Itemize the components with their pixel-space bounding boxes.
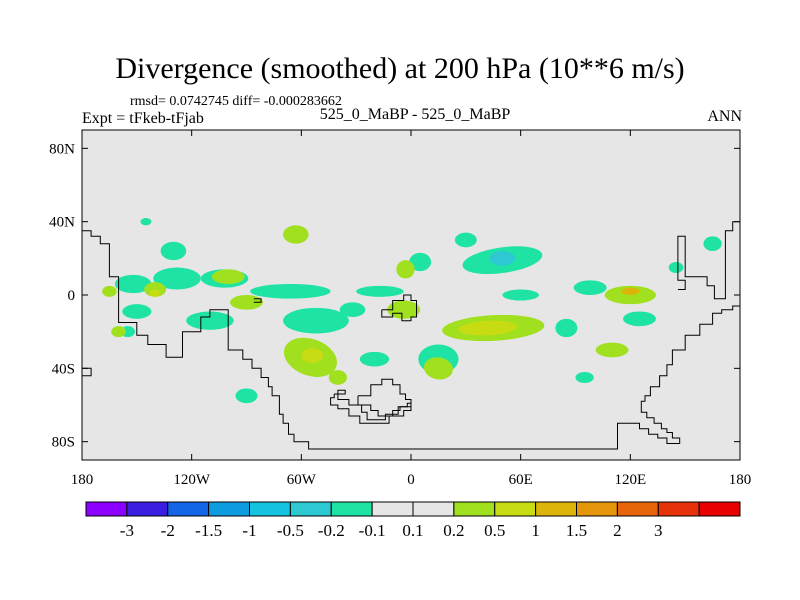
contour-region-neg-0.1: [703, 236, 722, 252]
colorbar-swatch: [167, 501, 210, 517]
colorbar-label: -3: [120, 521, 134, 540]
contour-region-neg-0.1: [160, 241, 187, 261]
contour-region-neg-0.1: [575, 372, 594, 383]
colorbar-swatch: [657, 501, 700, 517]
colorbar-swatch: [576, 501, 618, 517]
contour-region-pos-0.1: [423, 357, 453, 380]
contour-region-pos-0.1: [328, 370, 348, 385]
contour-region-pos-0.2: [149, 289, 161, 297]
colorbar-label: -0.5: [277, 521, 304, 540]
contour-region-neg-0.1: [339, 302, 366, 317]
x-tick-label: 120W: [173, 472, 211, 488]
contour-region-neg-0.1: [623, 311, 656, 327]
x-tick-label: 180: [729, 472, 752, 488]
contour-region-neg-0.1: [668, 262, 684, 273]
contour-region-neg-0.1: [114, 274, 152, 294]
stats-text: rmsd= 0.0742745 diff= -0.000283662: [130, 94, 342, 109]
contour-fill-layer: [102, 218, 722, 404]
colorbar-label: -1.5: [195, 521, 222, 540]
colorbar-swatch: [453, 501, 496, 517]
x-tick-label: 180: [71, 472, 94, 488]
colorbar-swatch: [698, 501, 741, 517]
x-tick-label: 60W: [287, 472, 317, 488]
contour-region-neg-0.1: [555, 318, 578, 338]
coastline-segment: [357, 378, 412, 417]
contour-region-pos-0.1: [604, 285, 656, 305]
contour-region-neg-0.1: [186, 311, 234, 330]
contour-region-pos-0.1: [396, 260, 415, 279]
y-tick-label: 40S: [52, 361, 75, 377]
coastline-segment: [82, 230, 740, 450]
contour-region-pos-0.1: [102, 285, 117, 297]
colorbar-label: 2: [613, 521, 622, 540]
colorbar-swatch: [289, 501, 332, 517]
contour-region-neg-0.1: [573, 280, 607, 295]
colorbar-label: 0.2: [443, 521, 464, 540]
x-tick-label: 0: [407, 472, 415, 488]
colorbar-swatch: [535, 501, 577, 517]
contour-region-pos-0.2: [458, 320, 517, 336]
colorbar-swatch: [126, 501, 169, 517]
colorbar-swatch: [85, 501, 128, 517]
case-label: 525_0_MaBP - 525_0_MaBP: [319, 106, 511, 123]
colorbar-swatch: [494, 501, 537, 517]
colorbar-swatch: [208, 501, 250, 517]
colorbar-label: 1.5: [566, 521, 587, 540]
season-label: ANN: [707, 108, 742, 125]
contour-region-neg-0.2: [489, 251, 516, 266]
x-tick-label: 120E: [614, 472, 646, 488]
coastline-segment: [381, 294, 417, 322]
axis-ticks: 180 120W 60W 0 60E 120E 180 80N 40N 0 40S 80S: [49, 130, 751, 488]
contour-region-neg-0.1: [153, 267, 201, 290]
contour-region-neg-0.1: [250, 284, 331, 299]
plot-title: Divergence (smoothed) at 200 hPa (10**6 …: [115, 52, 685, 85]
contour-region-neg-0.1: [359, 351, 390, 367]
contour-region-pos-0.5: [621, 287, 640, 296]
contour-region-pos-0.1: [283, 225, 309, 244]
contour-region-neg-0.1: [502, 289, 539, 301]
colorbar-label: -0.2: [318, 521, 345, 540]
colorbar: -3 -2 -1.5 -1 -0.5 -0.2 -0.1 0.1 0.2 0.5 1 1.5 2 3: [85, 501, 741, 540]
colorbar-label: 0.5: [484, 521, 505, 540]
y-tick-label: 80N: [49, 141, 75, 157]
colorbar-label: 3: [654, 521, 663, 540]
contour-region-pos-0.1: [595, 342, 629, 358]
colorbar-label: -2: [161, 521, 175, 540]
colorbar-swatch: [330, 501, 373, 517]
contour-region-pos-0.1: [387, 300, 421, 319]
colorbar-swatch: [249, 501, 291, 517]
contour-region-neg-0.1: [140, 218, 152, 226]
contour-region-neg-0.1: [454, 232, 477, 248]
colorbar-label: 1: [531, 521, 540, 540]
contour-region-neg-0.1: [283, 307, 349, 334]
y-tick-label: 80S: [52, 435, 75, 451]
colorbar-swatch: [616, 501, 659, 517]
coastline-layer: [82, 221, 740, 450]
contour-region-neg-0.1: [409, 252, 432, 272]
contour-region-neg-0.1: [356, 285, 404, 297]
colorbar-label: -0.1: [359, 521, 386, 540]
coastline-segment: [677, 221, 740, 300]
contour-region-neg-0.1: [122, 304, 152, 319]
colorbar-label: 0.1: [402, 521, 423, 540]
colorbar-swatch: [412, 501, 455, 517]
colorbar-swatch: [371, 501, 414, 517]
colorbar-label: -1: [242, 521, 256, 540]
contour-region-pos-0.2: [301, 348, 324, 363]
coastline-segment: [330, 389, 412, 424]
y-tick-label: 40N: [49, 215, 75, 231]
contour-region-neg-0.1: [235, 388, 258, 404]
x-tick-label: 60E: [509, 472, 533, 488]
experiment-label: Expt = tFkeb-tFjab: [82, 110, 204, 127]
coastline-segment: [253, 298, 262, 303]
contour-region-pos-0.1: [111, 326, 126, 338]
contour-region-pos-0.1: [211, 269, 245, 284]
y-tick-label: 0: [68, 288, 76, 304]
